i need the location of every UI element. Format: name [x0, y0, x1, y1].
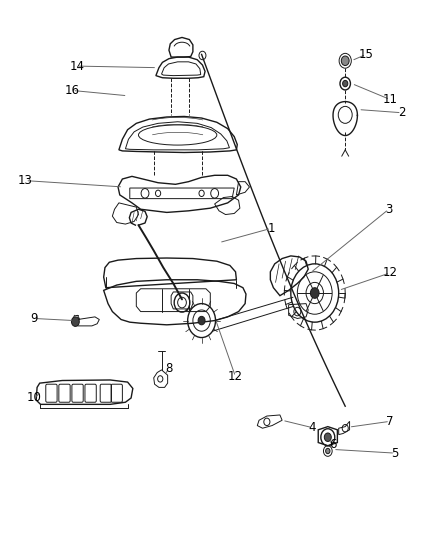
Text: 5: 5 [392, 447, 399, 459]
Text: 12: 12 [382, 266, 398, 279]
Text: 6: 6 [329, 438, 337, 450]
Circle shape [311, 288, 319, 298]
Text: 10: 10 [27, 392, 42, 405]
Text: 8: 8 [165, 362, 173, 375]
Text: 3: 3 [385, 203, 392, 216]
Circle shape [198, 317, 205, 325]
Text: 1: 1 [268, 222, 275, 235]
Text: 2: 2 [398, 106, 406, 119]
Text: 16: 16 [65, 84, 80, 97]
Circle shape [324, 433, 331, 441]
Text: 12: 12 [228, 370, 243, 383]
Text: 4: 4 [309, 421, 316, 434]
Text: 13: 13 [18, 174, 33, 187]
Text: 7: 7 [386, 415, 394, 428]
Text: 15: 15 [359, 48, 374, 61]
Circle shape [341, 56, 349, 66]
Text: 14: 14 [69, 60, 84, 72]
Circle shape [325, 448, 330, 454]
Text: 9: 9 [30, 312, 38, 325]
Circle shape [343, 80, 348, 87]
Text: 11: 11 [382, 93, 398, 106]
Circle shape [71, 317, 79, 326]
